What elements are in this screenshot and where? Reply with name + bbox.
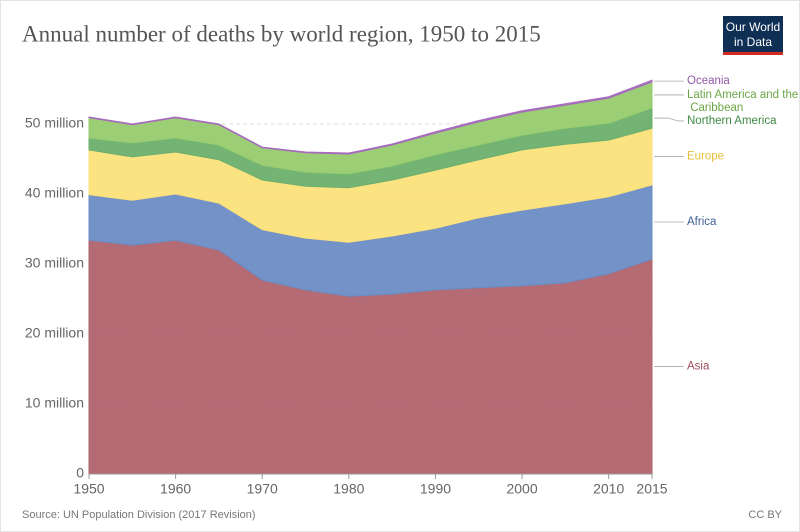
x-tick-label: 2000 (506, 481, 537, 497)
series-label: Northern America (687, 115, 777, 127)
y-tick-label: 0 (76, 465, 84, 481)
logo-text: in Data (734, 35, 772, 49)
logo-bar (723, 52, 783, 55)
x-tick-label: 1950 (73, 481, 104, 497)
label-connector (654, 117, 684, 122)
series-label: Oceania (687, 75, 730, 87)
chart-title: Annual number of deaths by world region,… (22, 21, 541, 46)
y-tick-label: 10 million (25, 395, 84, 411)
source: Source: UN Population Division (2017 Rev… (22, 509, 256, 521)
x-tick-label: 1960 (160, 481, 191, 497)
y-tick-label: 40 million (25, 185, 84, 201)
y-tick-label: 30 million (25, 255, 84, 271)
y-tick-label: 50 million (25, 115, 84, 131)
series-label: Africa (687, 216, 717, 228)
logo-text: Our World (726, 20, 780, 34)
license: CC BY (748, 509, 782, 521)
series-label: Europe (687, 151, 724, 163)
logo: Our World in Data (723, 16, 783, 55)
series-label: Asia (687, 361, 710, 373)
x-tick-label: 1970 (247, 481, 278, 497)
x-tick-label: 2010 (593, 481, 624, 497)
x-tick-label: 1980 (333, 481, 364, 497)
y-tick-label: 20 million (25, 325, 84, 341)
logo-box (723, 16, 783, 54)
series-label: Latin America and the Caribbean (687, 89, 798, 114)
x-tick-label: 2015 (636, 481, 667, 497)
x-tick-label: 1990 (420, 481, 451, 497)
area (88, 79, 653, 155)
